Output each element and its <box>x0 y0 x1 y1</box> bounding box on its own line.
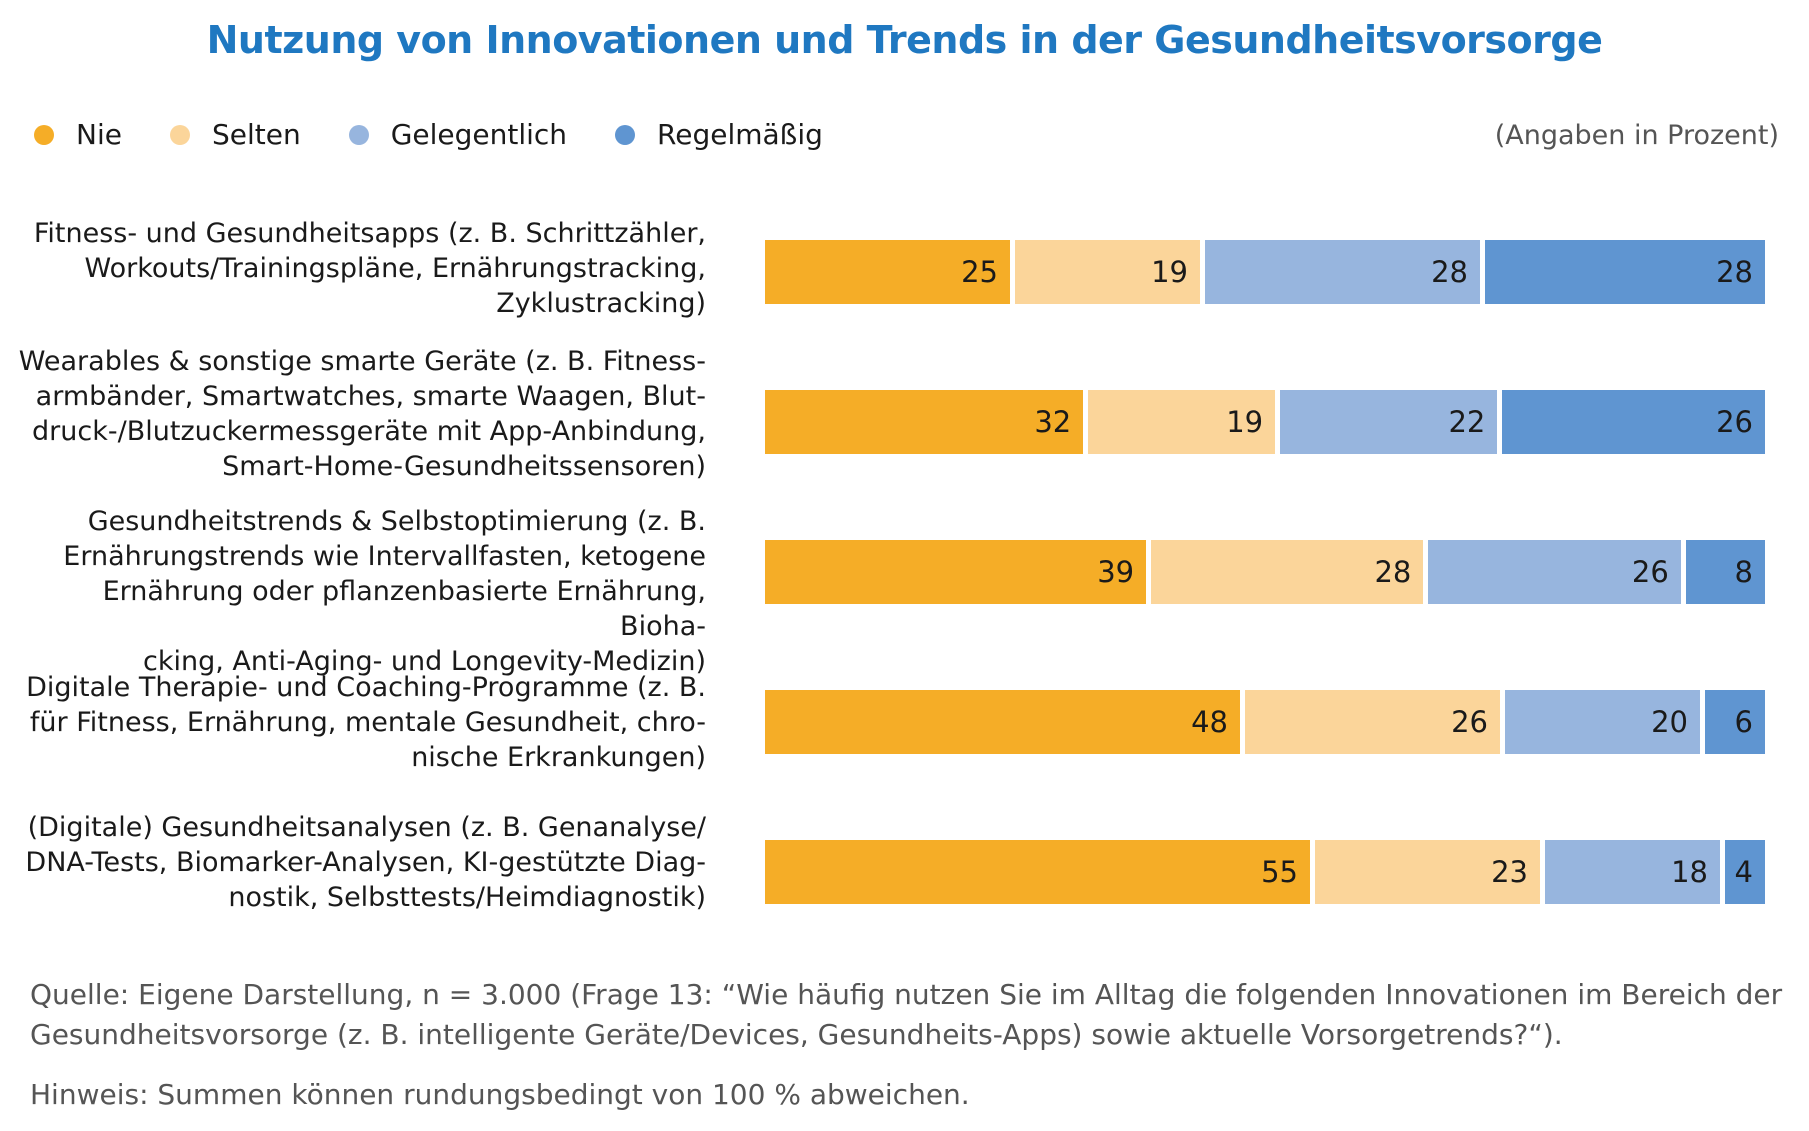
legend-label-nie: Nie <box>76 118 122 151</box>
bar-segment-regelmaessig: 26 <box>1502 390 1765 454</box>
bar-segment-gelegentlich: 22 <box>1280 390 1498 454</box>
legend-swatch-gelegentlich <box>348 124 369 145</box>
bar-segment-selten: 26 <box>1245 690 1500 754</box>
legend-label-selten: Selten <box>211 118 301 151</box>
legend: Nie Selten Gelegentlich Regelmäßig <box>34 118 871 151</box>
bar-segment-nie: 39 <box>765 540 1147 604</box>
data-label: 19 <box>1151 255 1188 289</box>
bar-segment-gelegentlich: 18 <box>1545 840 1720 904</box>
data-label: 6 <box>1734 705 1753 739</box>
bar-segment-gelegentlich: 28 <box>1205 240 1480 304</box>
source-note: Quelle: Eigene Darstellung, n = 3.000 (F… <box>30 978 1783 1051</box>
data-label: 18 <box>1671 855 1708 889</box>
data-label: 26 <box>1716 405 1753 439</box>
bar-segment-nie: 32 <box>765 390 1084 454</box>
bar-segment-regelmaessig: 4 <box>1725 840 1765 904</box>
data-label: 26 <box>1631 555 1669 589</box>
row-label: Gesundheitstrends & Selbstoptimierung (z… <box>63 506 706 677</box>
stacked-bar: 25 19 28 28 <box>765 240 1765 304</box>
legend-swatch-regelmaessig <box>615 124 636 145</box>
bar-segment-regelmaessig: 28 <box>1485 240 1765 304</box>
data-label: 39 <box>1097 555 1135 589</box>
stacked-bar: 32 19 22 26 <box>765 390 1765 454</box>
legend-item-gelegentlich: Gelegentlich <box>348 118 568 151</box>
bar-segment-selten: 19 <box>1015 240 1200 304</box>
data-label: 26 <box>1451 705 1488 739</box>
legend-label-gelegentlich: Gelegentlich <box>390 118 568 151</box>
data-label: 8 <box>1734 555 1753 589</box>
row-label: Wearables & sonstige smarte Geräte (z. B… <box>18 346 706 482</box>
bar-segment-regelmaessig: 6 <box>1705 690 1765 754</box>
row-label: (Digitale) Gesundheitsanalysen (z. B. Ge… <box>25 812 706 913</box>
data-label: 28 <box>1431 255 1468 289</box>
bar-segment-selten: 23 <box>1315 840 1540 904</box>
legend-swatch-nie <box>34 124 54 145</box>
stacked-bar: 39 28 26 8 <box>765 540 1765 604</box>
data-label: 48 <box>1191 705 1228 739</box>
bar-segment-selten: 19 <box>1088 390 1276 454</box>
row-label: Fitness- und Gesundheitsapps (z. B. Schr… <box>33 218 706 319</box>
bar-segment-selten: 28 <box>1151 540 1424 604</box>
bar-segment-gelegentlich: 26 <box>1428 540 1681 604</box>
bar-segment-gelegentlich: 20 <box>1505 690 1700 754</box>
stacked-bar: 48 26 20 6 <box>765 690 1765 754</box>
bar-segment-nie: 55 <box>765 840 1310 904</box>
data-label: 28 <box>1716 255 1753 289</box>
data-label: 28 <box>1374 555 1412 589</box>
legend-item-regelmaessig: Regelmäßig <box>615 118 823 151</box>
data-label: 25 <box>961 255 998 289</box>
legend-swatch-selten <box>169 124 190 145</box>
rounding-note: Hinweis: Summen können rundungsbedingt v… <box>30 1078 970 1111</box>
data-label: 4 <box>1734 855 1753 889</box>
stacked-bar: 55 23 18 4 <box>765 840 1765 904</box>
legend-item-nie: Nie <box>34 118 122 151</box>
data-label: 32 <box>1034 405 1072 439</box>
legend-item-selten: Selten <box>169 118 301 151</box>
data-label: 19 <box>1226 405 1264 439</box>
chart-title: Nutzung von Innovationen und Trends in d… <box>206 18 1603 62</box>
bar-segment-regelmaessig: 8 <box>1685 540 1765 604</box>
data-label: 22 <box>1448 405 1486 439</box>
data-label: 55 <box>1261 855 1298 889</box>
row-label: Digitale Therapie- und Coaching-Programm… <box>26 672 706 773</box>
legend-label-regelmaessig: Regelmäßig <box>657 118 823 151</box>
bar-segment-nie: 48 <box>765 690 1240 754</box>
data-label: 20 <box>1651 705 1688 739</box>
data-label: 23 <box>1491 855 1528 889</box>
unit-note: (Angaben in Prozent) <box>1494 120 1779 151</box>
bar-segment-nie: 25 <box>765 240 1010 304</box>
